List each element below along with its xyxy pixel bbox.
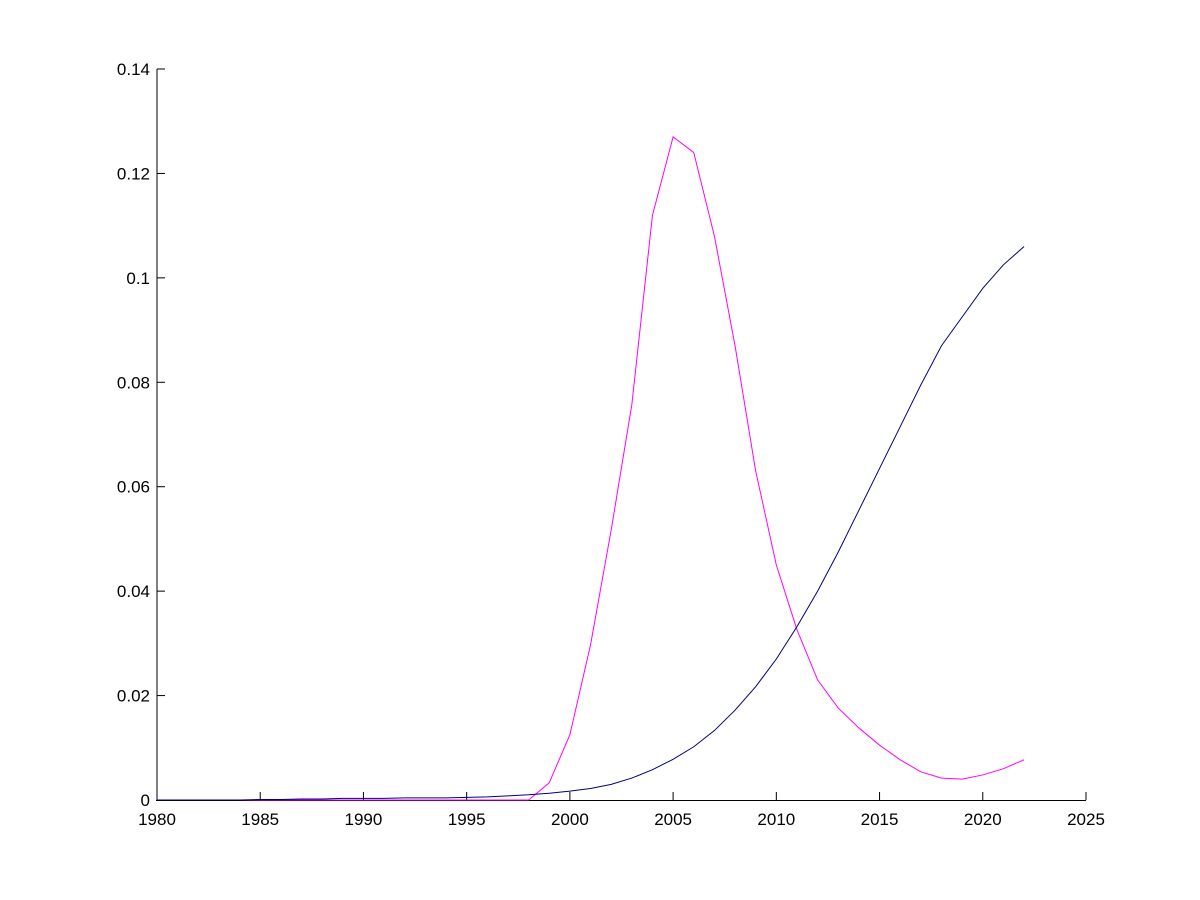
x-tick-label: 1980 — [138, 810, 176, 829]
x-tick-label: 2015 — [861, 810, 899, 829]
y-tick-label: 0 — [141, 791, 150, 810]
y-tick-label: 0.12 — [117, 164, 150, 183]
y-tick-label: 0.14 — [117, 60, 150, 79]
y-tick-label: 0.04 — [117, 582, 150, 601]
x-tick-label: 2010 — [757, 810, 795, 829]
y-tick-label: 0.02 — [117, 687, 150, 706]
series-line — [157, 246, 1025, 801]
x-tick-label: 1995 — [448, 810, 486, 829]
x-tick-label: 2020 — [964, 810, 1002, 829]
y-tick-label: 0.08 — [117, 373, 150, 392]
series-line — [157, 136, 1025, 801]
x-tick-label: 1990 — [345, 810, 383, 829]
x-tick-label: 2005 — [654, 810, 692, 829]
x-tick-label: 2025 — [1067, 810, 1105, 829]
x-tick-label: 2000 — [551, 810, 589, 829]
x-tick-label: 1985 — [241, 810, 279, 829]
y-tick-label: 0.1 — [126, 269, 150, 288]
y-tick-label: 0.06 — [117, 478, 150, 497]
